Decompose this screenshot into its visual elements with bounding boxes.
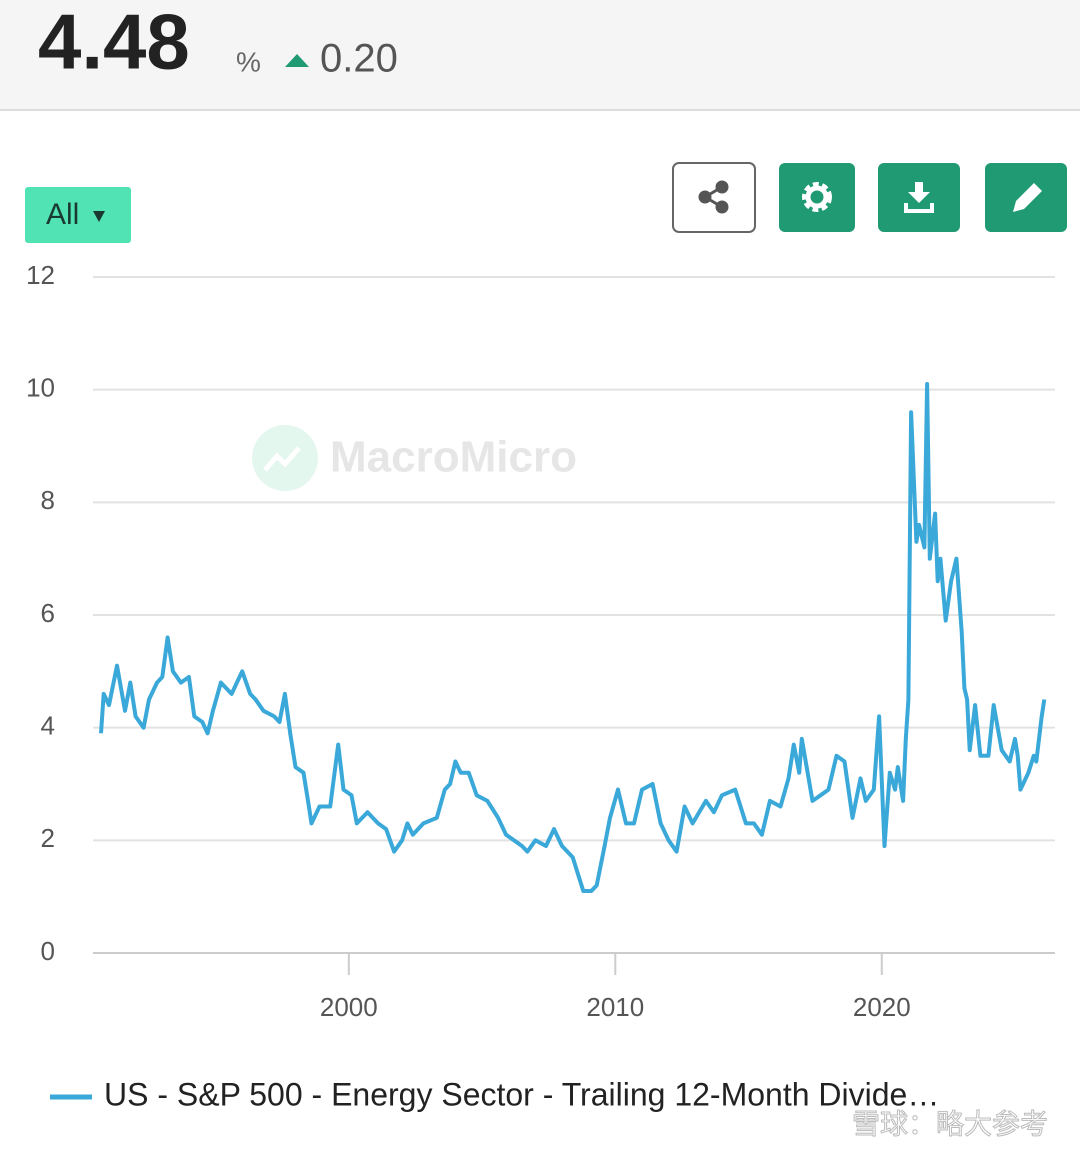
download-button[interactable] [878,163,960,232]
y-tick-label: 0 [41,936,55,966]
edit-button[interactable] [985,163,1067,232]
range-dropdown[interactable]: All [25,187,131,243]
x-tick-label: 2000 [320,992,378,1022]
button-box[interactable] [779,163,855,232]
share-button[interactable] [672,162,756,233]
header-value: 4.48 [38,0,190,86]
watermark: MacroMicro [252,425,577,491]
x-tick-label: 2010 [586,992,644,1022]
y-tick-label: 4 [41,711,55,741]
y-tick-label: 8 [41,485,55,515]
header-band [0,0,1080,110]
dropdown-label[interactable]: All [46,198,79,231]
up-arrow [285,54,309,67]
pencil-icon [1013,183,1042,212]
y-tick-label: 10 [26,373,55,403]
chart: 0 2 4 6 8 10 12 2000 2010 2020 US - S&P 500 - Ener… [26,260,1055,1112]
button-box[interactable] [672,162,756,233]
watermark-logo-mark [263,446,301,472]
download-icon [904,182,934,213]
dropdown-caret [93,211,105,222]
y-tick-label: 2 [41,823,55,853]
x-tick-label: 2020 [853,992,911,1022]
watermark-logo [252,425,318,491]
y-tick-label: 12 [26,260,55,290]
corner-watermark: 雪球：略大参考 [852,1108,1048,1139]
series-line [99,382,1047,893]
share-icon [698,180,729,214]
watermark-text: MacroMicro [330,433,577,482]
y-tick-label: 6 [41,598,55,628]
dropdown-box[interactable] [25,187,131,243]
gear-icon-ring [805,185,829,209]
header-change: 0.20 [320,37,398,81]
header-unit: % [236,46,261,77]
legend-label: US - S&P 500 - Energy Sector - Trailing … [104,1076,939,1112]
settings-button[interactable] [779,163,855,232]
